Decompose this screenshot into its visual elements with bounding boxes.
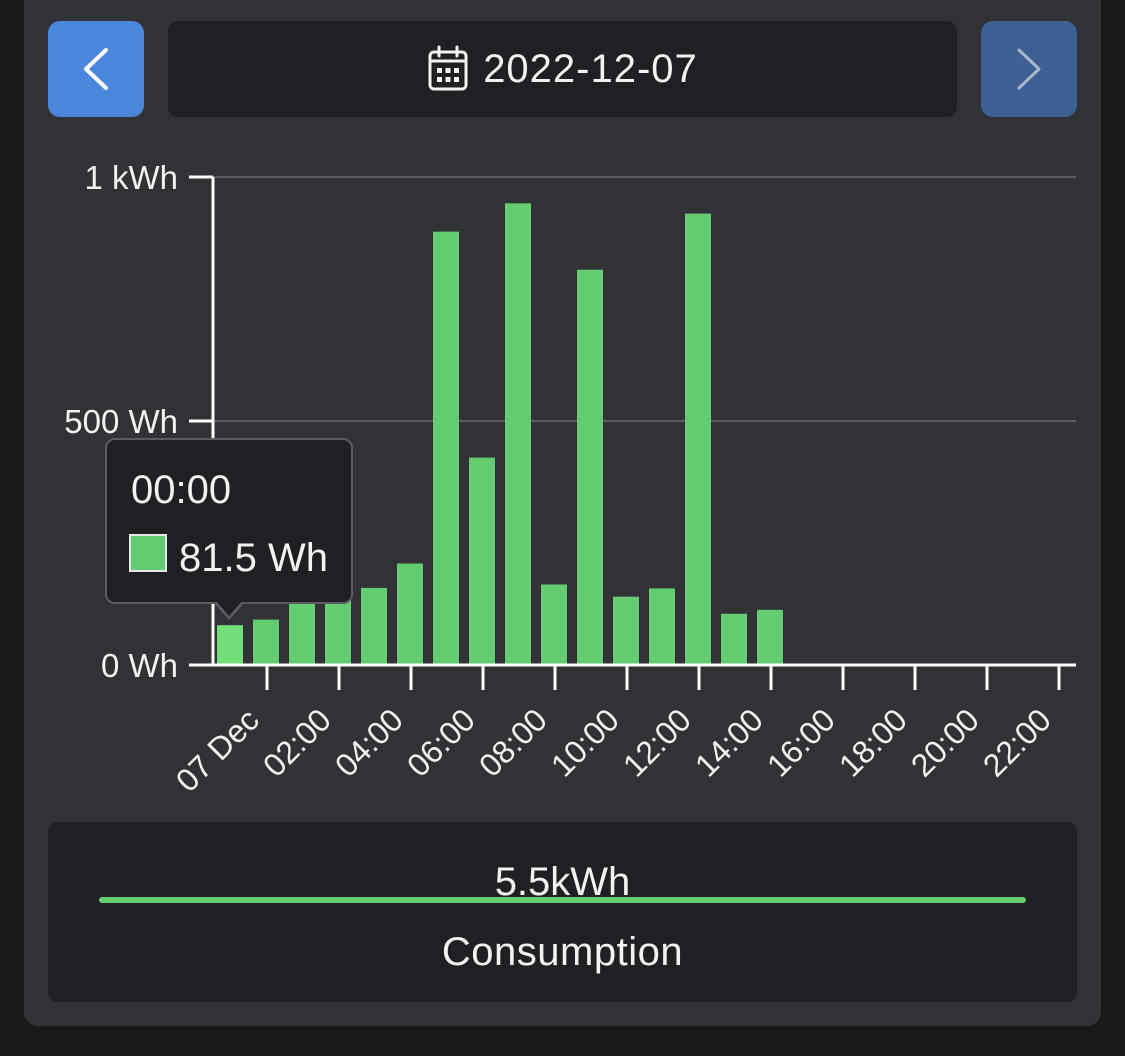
previous-day-button[interactable] (48, 21, 144, 117)
x-tick-label: 10:00 (544, 701, 626, 783)
x-tick-label: 12:00 (616, 701, 698, 783)
tooltip-value: 81.5 Wh (179, 536, 328, 580)
bar-1200 (649, 588, 675, 665)
x-tick-label: 22:00 (976, 701, 1058, 783)
y-tick-label: 500 Wh (64, 403, 178, 440)
tooltip-pointer-fill (215, 600, 243, 616)
next-day-button[interactable] (981, 21, 1077, 117)
y-tick-label: 0 Wh (101, 647, 178, 684)
y-tick-label: 1 kWh (84, 159, 178, 196)
bar-1400 (721, 613, 747, 665)
chevron-left-icon (84, 48, 108, 90)
bar-0300 (325, 595, 351, 665)
consumption-label: Consumption (441, 930, 684, 974)
x-tick-label: 14:00 (688, 701, 770, 783)
bar-1100 (613, 596, 639, 665)
tooltip-time: 00:00 (131, 468, 232, 512)
bar-0900 (541, 584, 567, 665)
x-tick-label: 02:00 (256, 701, 338, 783)
bar-1500 (757, 609, 783, 665)
x-tick-label: 08:00 (472, 701, 554, 783)
bar-0600 (433, 231, 459, 665)
bar-1300 (685, 213, 711, 665)
consumption-color-line (99, 897, 1026, 903)
selected-date: 2022-12-07 (483, 46, 698, 91)
bar-0800 (505, 203, 531, 666)
x-tick-label: 16:00 (760, 701, 842, 783)
bar-0700 (469, 457, 495, 665)
x-tick-label: 07 Dec (169, 701, 266, 798)
consumption-bar-chart: 0 Wh 500 Wh 1 kWh 07 Dec02:0004:0006:0008:0… (64, 159, 1076, 799)
bar-0500 (397, 563, 423, 665)
consumption-summary[interactable]: 5.5kWh Consumption (48, 822, 1077, 1002)
x-tick-label: 18:00 (832, 701, 914, 783)
bar-0000 (217, 625, 243, 665)
chevron-right-icon (1017, 48, 1041, 90)
bar-1000 (577, 269, 603, 665)
bar-0400 (361, 587, 387, 665)
bar-0100 (253, 619, 279, 665)
x-tick-label: 20:00 (904, 701, 986, 783)
total-consumption: 5.5kWh (494, 860, 631, 904)
chart-tooltip: 00:00 81.5 Wh (105, 438, 353, 604)
tooltip-color-swatch (129, 534, 167, 572)
x-tick-label: 06:00 (400, 701, 482, 783)
date-picker[interactable]: 2022-12-07 (168, 21, 957, 117)
calendar-icon (428, 45, 468, 91)
x-tick-label: 04:00 (328, 701, 410, 783)
bar-0200 (289, 602, 315, 665)
